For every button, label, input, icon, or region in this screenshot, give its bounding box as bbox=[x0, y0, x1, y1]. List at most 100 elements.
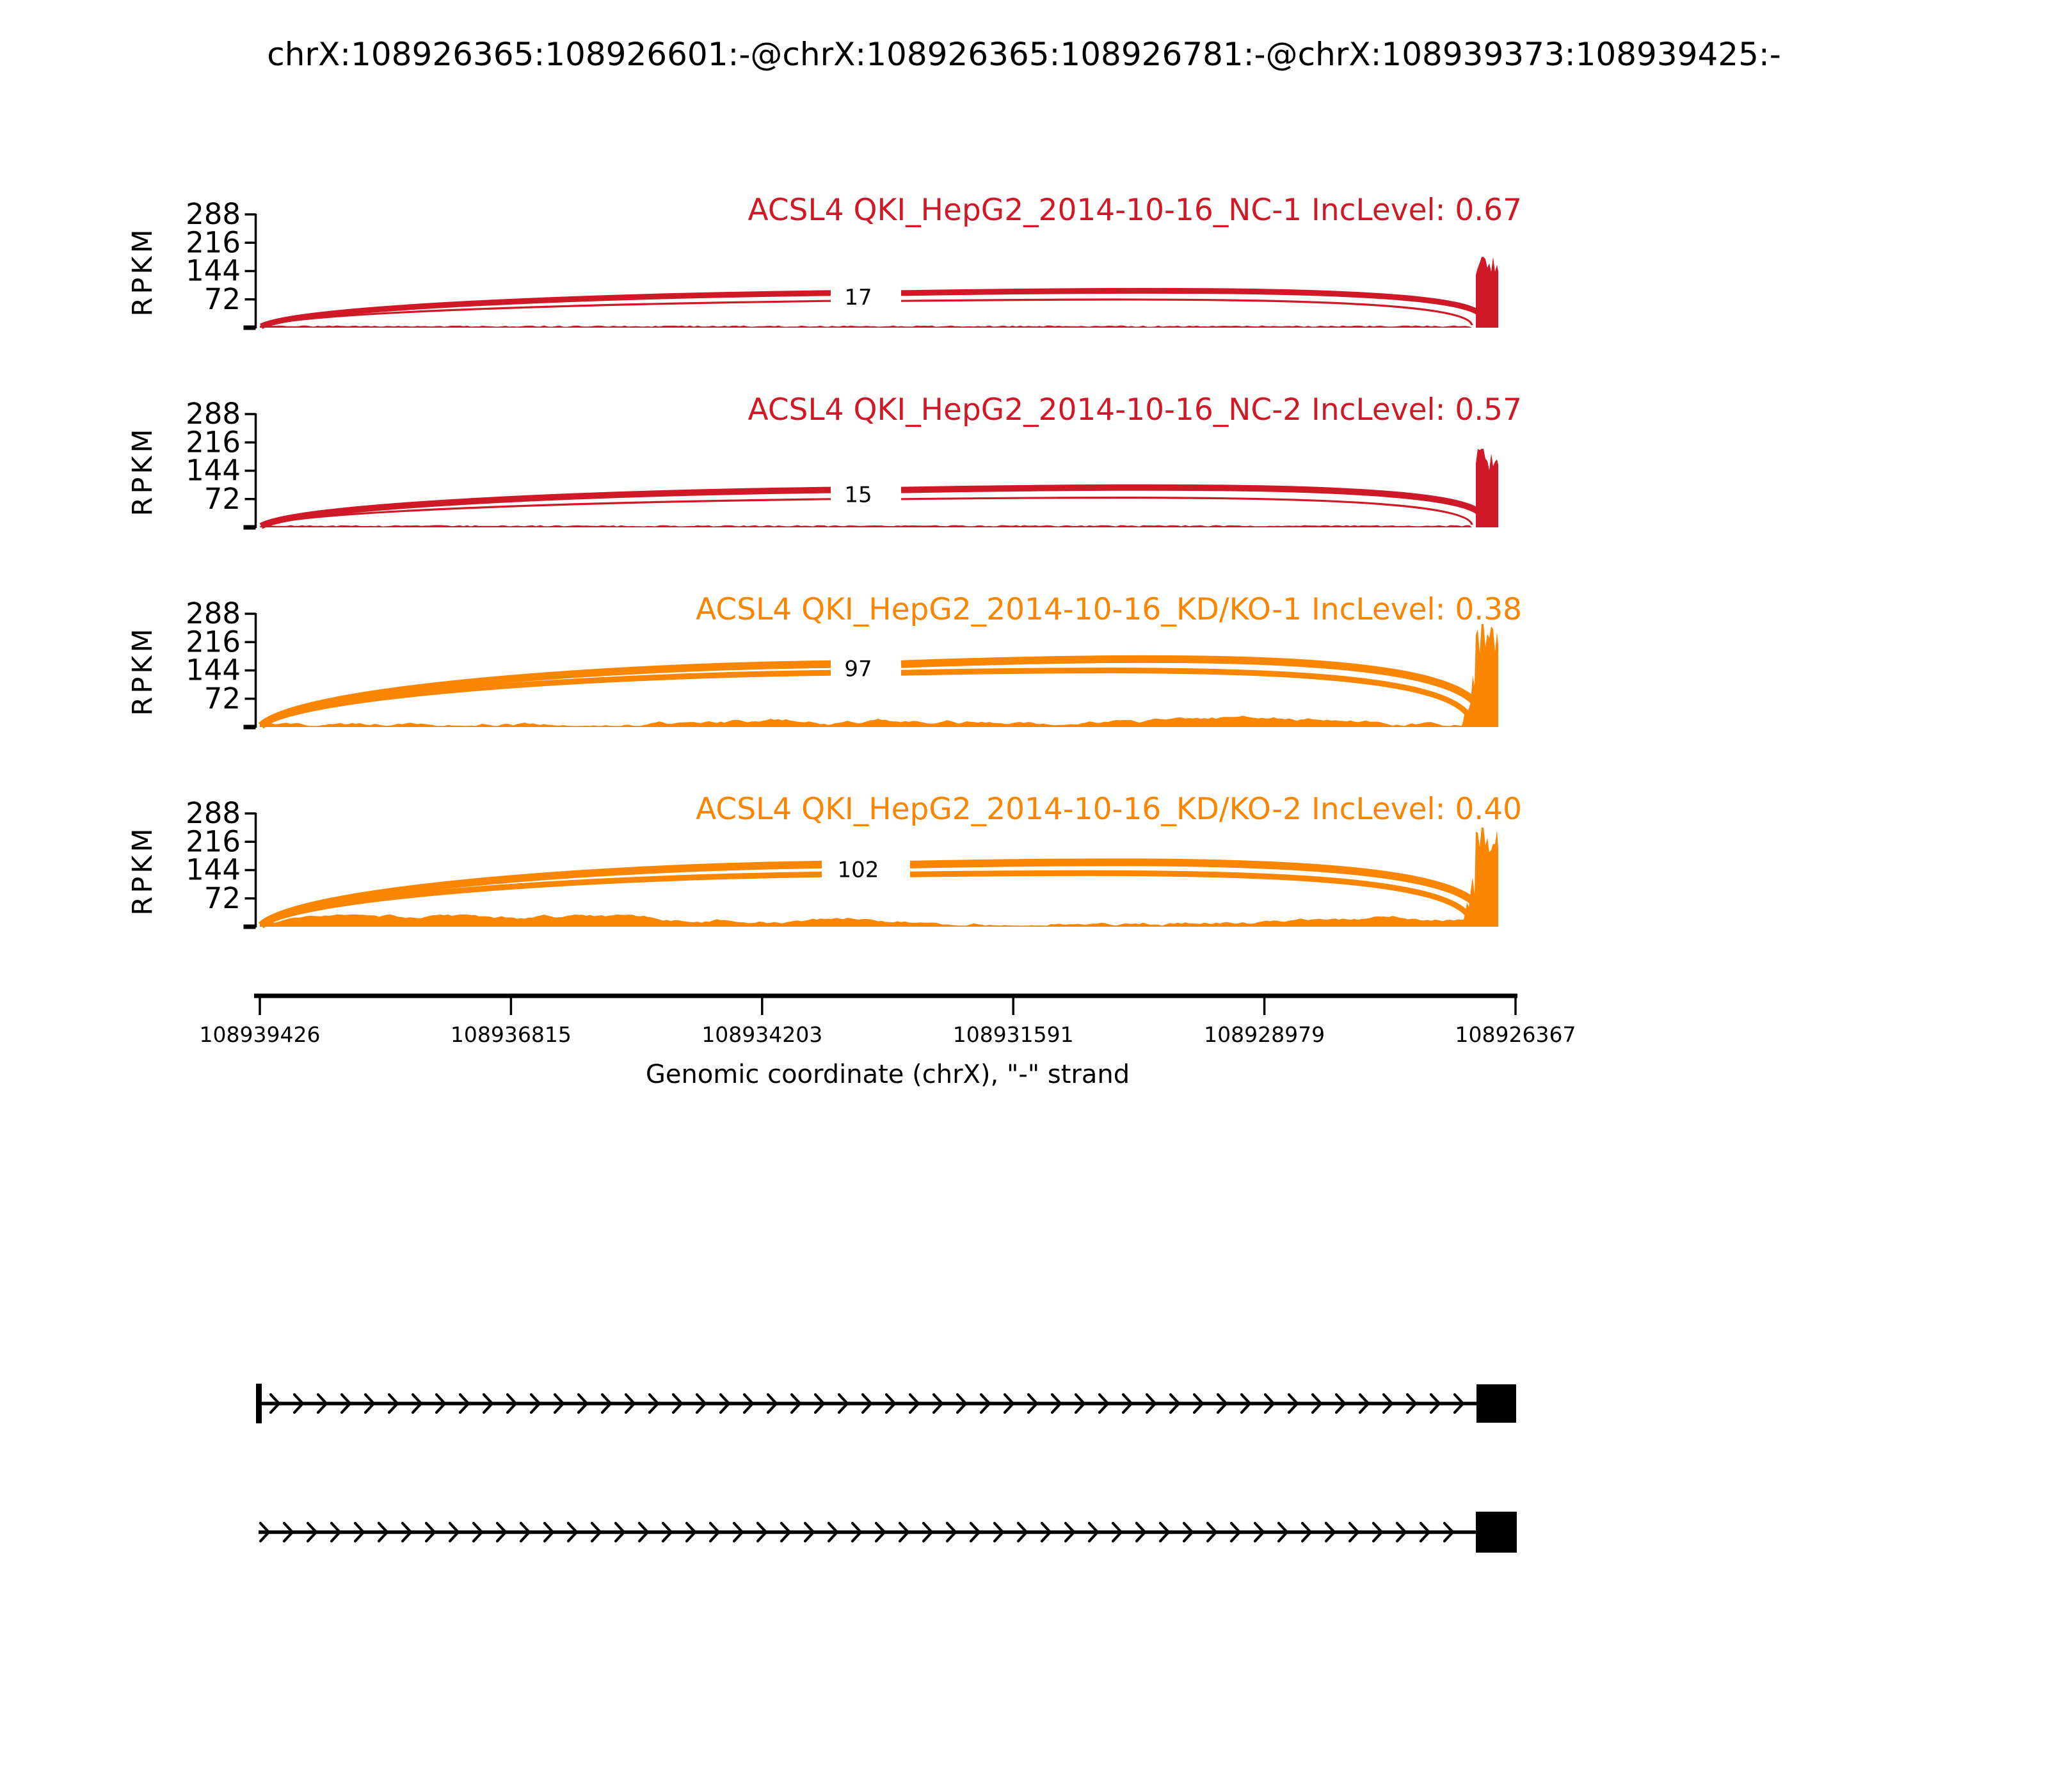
junction-arc-lower-right bbox=[900, 298, 1473, 326]
junction-arc-upper-left bbox=[259, 290, 831, 330]
strand-arrow bbox=[719, 1393, 731, 1414]
junction-arc-upper-left bbox=[259, 486, 831, 529]
strand-arrow bbox=[495, 1521, 508, 1543]
strand-arrow bbox=[1003, 1393, 1015, 1414]
strand-arrow bbox=[387, 1393, 399, 1414]
strand-arrow bbox=[1395, 1521, 1407, 1543]
y-tick-label: 72 bbox=[204, 682, 241, 716]
y-tick-label: 144 bbox=[186, 853, 241, 887]
y-axis-title: RPKM bbox=[127, 426, 159, 516]
junction-arc-lower-left bbox=[260, 498, 831, 527]
y-axis-title: RPKM bbox=[127, 825, 159, 915]
strand-arrow bbox=[685, 1521, 697, 1543]
small-exon-bar bbox=[256, 1384, 262, 1423]
x-tick-label: 108926367 bbox=[1455, 1022, 1576, 1047]
strand-arrow bbox=[898, 1521, 910, 1543]
junction-count-label: 97 bbox=[844, 656, 872, 682]
strand-arrow bbox=[1263, 1393, 1276, 1414]
strand-arrow bbox=[1334, 1393, 1347, 1414]
strand-arrow bbox=[1206, 1521, 1218, 1543]
junction-arc-upper-right bbox=[900, 655, 1486, 718]
strand-arrow bbox=[695, 1393, 707, 1414]
strand-arrow bbox=[861, 1393, 873, 1414]
strand-arrow bbox=[732, 1521, 744, 1543]
strand-arrow bbox=[1111, 1521, 1123, 1543]
strand-arrow bbox=[1419, 1521, 1431, 1543]
y-tick-label: 216 bbox=[186, 625, 241, 659]
strand-arrow bbox=[458, 1393, 470, 1414]
strand-arrow bbox=[1453, 1393, 1465, 1414]
transcript-1 bbox=[256, 1384, 1516, 1423]
y-axis-title: RPKM bbox=[127, 625, 159, 716]
strand-arrow bbox=[648, 1393, 660, 1414]
strand-arrow bbox=[1358, 1393, 1370, 1414]
junction-count-label: 17 bbox=[844, 285, 872, 310]
strand-arrow bbox=[1074, 1393, 1086, 1414]
track-title: ACSL4 QKI_HepG2_2014-10-16_NC-1 IncLevel… bbox=[748, 193, 1523, 228]
strand-arrow bbox=[1229, 1521, 1242, 1543]
strand-arrow bbox=[1064, 1521, 1076, 1543]
exon-box bbox=[1476, 1384, 1516, 1423]
coverage-area bbox=[260, 325, 1472, 328]
transcript-2 bbox=[259, 1512, 1517, 1553]
strand-arrow bbox=[577, 1393, 589, 1414]
strand-arrow bbox=[969, 1521, 981, 1543]
junction-arc-lower-left bbox=[259, 669, 831, 728]
strand-arrow bbox=[922, 1521, 934, 1543]
strand-arrow bbox=[1324, 1521, 1336, 1543]
strand-arrow bbox=[1277, 1521, 1289, 1543]
strand-arrow bbox=[1240, 1393, 1252, 1414]
junction-arc-upper-right bbox=[900, 484, 1485, 519]
strand-arrow bbox=[979, 1393, 991, 1414]
strand-arrow bbox=[884, 1393, 897, 1414]
strand-arrow bbox=[1050, 1393, 1062, 1414]
strand-arrow bbox=[1135, 1521, 1147, 1543]
strand-arrow bbox=[259, 1521, 271, 1543]
strand-arrow bbox=[482, 1393, 494, 1414]
strand-arrow bbox=[1121, 1393, 1133, 1414]
strand-arrow bbox=[377, 1521, 389, 1543]
strand-arrow bbox=[472, 1521, 484, 1543]
exon-peak bbox=[1476, 449, 1498, 527]
strand-arrow bbox=[269, 1393, 281, 1414]
strand-arrow bbox=[1027, 1393, 1039, 1414]
strand-arrow bbox=[1405, 1393, 1418, 1414]
strand-arrow bbox=[519, 1521, 531, 1543]
strand-arrow bbox=[993, 1521, 1005, 1543]
strand-arrow bbox=[448, 1521, 460, 1543]
strand-arrow bbox=[803, 1521, 815, 1543]
strand-arrow bbox=[1169, 1393, 1181, 1414]
strand-arrow bbox=[411, 1393, 423, 1414]
strand-arrow bbox=[566, 1521, 579, 1543]
strand-arrow bbox=[1087, 1521, 1100, 1543]
strand-arrow bbox=[401, 1521, 413, 1543]
strand-arrow bbox=[813, 1393, 826, 1414]
strand-arrow bbox=[637, 1521, 650, 1543]
x-tick-label: 108934203 bbox=[701, 1022, 822, 1047]
junction-arc-lower-right bbox=[900, 668, 1475, 725]
y-tick-label: 288 bbox=[186, 596, 241, 630]
strand-arrow bbox=[671, 1393, 684, 1414]
y-tick-label: 288 bbox=[186, 397, 241, 431]
strand-arrow bbox=[292, 1393, 305, 1414]
x-tick-label: 108939426 bbox=[200, 1022, 321, 1047]
strand-arrow bbox=[790, 1393, 802, 1414]
x-tick-label: 108928979 bbox=[1204, 1022, 1325, 1047]
strand-arrow bbox=[837, 1393, 849, 1414]
strand-arrow bbox=[756, 1521, 768, 1543]
strand-arrow bbox=[1429, 1393, 1441, 1414]
strand-arrow bbox=[506, 1393, 518, 1414]
y-tick-label: 144 bbox=[186, 254, 241, 288]
strand-arrow bbox=[661, 1521, 673, 1543]
track-title: ACSL4 QKI_HepG2_2014-10-16_KD/KO-2 IncLe… bbox=[696, 792, 1522, 827]
y-tick-label: 144 bbox=[186, 653, 241, 687]
strand-arrow bbox=[908, 1393, 920, 1414]
strand-arrow bbox=[600, 1393, 612, 1414]
coverage-area bbox=[260, 914, 1472, 927]
strand-arrow bbox=[827, 1521, 839, 1543]
strand-arrow bbox=[590, 1521, 602, 1543]
y-tick-label: 216 bbox=[186, 225, 241, 259]
